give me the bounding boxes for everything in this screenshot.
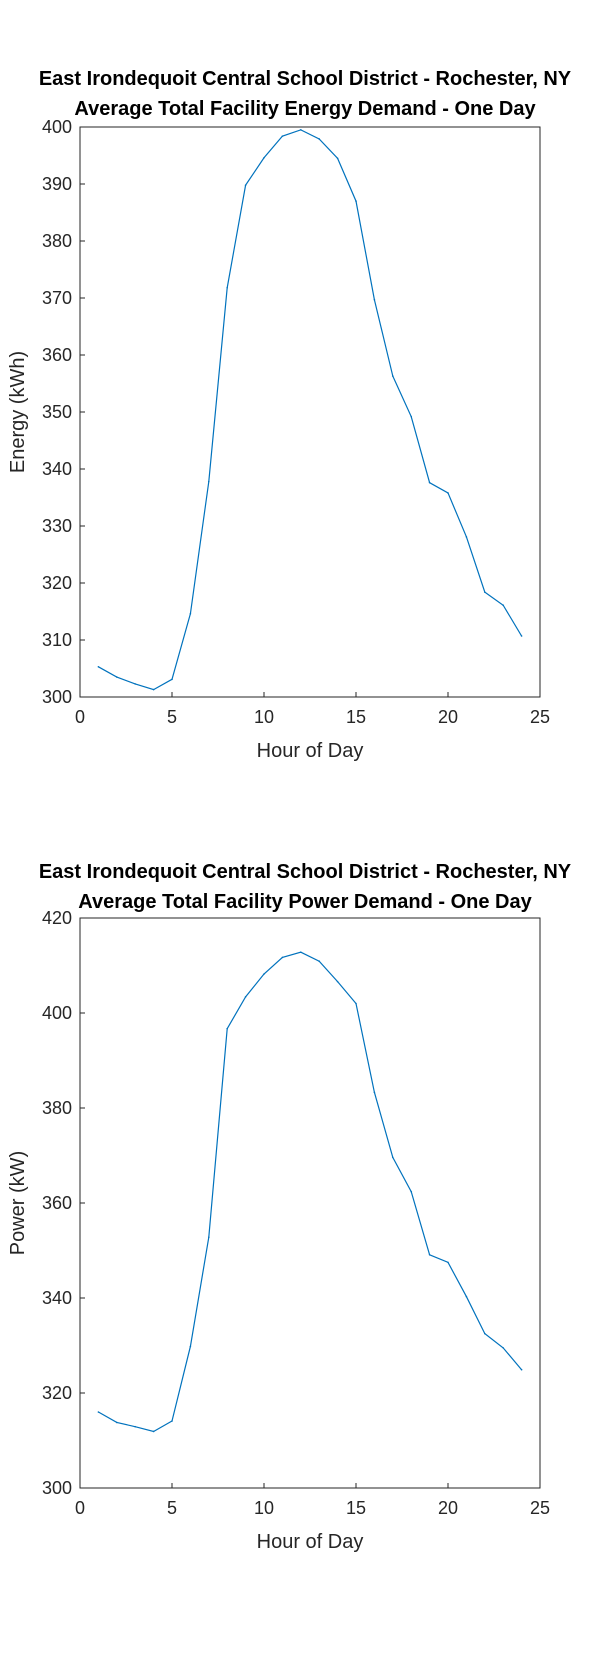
energy-data-point [520, 635, 523, 637]
energy-data-point [189, 612, 192, 615]
energy-data-point [484, 591, 486, 593]
power-x-tick-label: 0 [75, 1498, 85, 1518]
energy-data-point [300, 129, 302, 131]
energy-y-tick-label: 330 [42, 516, 72, 536]
energy-x-tick-label: 25 [530, 707, 550, 727]
energy-chart: East Irondequoit Central School District… [7, 68, 572, 762]
energy-data-point [244, 184, 247, 186]
power-y-tick-label: 360 [42, 1193, 72, 1213]
power-data-point [208, 1236, 210, 1238]
power-data-point [226, 1027, 228, 1030]
energy-data-point [226, 286, 228, 289]
power-data-point [484, 1332, 486, 1335]
energy-data-point [116, 676, 118, 678]
power-chart: East Irondequoit Central School District… [7, 861, 572, 1553]
energy-data-point [502, 604, 505, 607]
power-data-point [520, 1368, 523, 1371]
energy-data-point [428, 481, 431, 484]
energy-data-point [134, 683, 136, 685]
power-x-tick-label: 15 [346, 1498, 366, 1518]
power-data-point [465, 1295, 468, 1298]
power-y-tick-label: 400 [42, 1003, 72, 1023]
energy-data-point [336, 157, 339, 160]
energy-data-points [97, 129, 523, 691]
power-data-point [502, 1347, 505, 1349]
power-y-ticks: 300 320 340 360 380 400 420 [42, 908, 85, 1498]
power-x-axis-label: Hour of Day [257, 1531, 364, 1553]
power-x-tick-label: 20 [438, 1498, 458, 1518]
energy-data-point [152, 688, 155, 691]
energy-data-point [318, 138, 321, 140]
energy-y-axis-label: Energy (kWh) [7, 351, 29, 473]
energy-data-point [171, 678, 173, 681]
energy-y-tick-label: 360 [42, 345, 72, 365]
energy-y-tick-label: 310 [42, 630, 72, 650]
power-data-point [189, 1345, 192, 1348]
energy-series-line [98, 129, 523, 691]
energy-data-point [447, 492, 449, 494]
power-data-point [244, 996, 247, 998]
power-data-point [263, 973, 265, 975]
energy-y-tick-label: 390 [42, 174, 72, 194]
power-y-tick-label: 420 [42, 908, 72, 928]
power-data-point [281, 956, 284, 959]
energy-y-tick-label: 320 [42, 573, 72, 593]
energy-chart-title: East Irondequoit Central School District… [39, 68, 572, 90]
power-data-point [97, 1411, 100, 1413]
power-y-tick-label: 320 [42, 1383, 72, 1403]
energy-x-tick-label: 10 [254, 707, 274, 727]
energy-y-tick-label: 300 [42, 687, 72, 707]
power-data-point [373, 1091, 376, 1094]
power-data-point [447, 1261, 449, 1264]
energy-y-ticks: 300 310 320 330 340 350 360 370 380 390 400 [42, 117, 85, 707]
power-x-tick-label: 5 [167, 1498, 177, 1518]
energy-data-point [97, 665, 100, 668]
energy-plot-area [79, 126, 541, 698]
energy-x-tick-label: 5 [167, 707, 177, 727]
power-chart-subtitle: Average Total Facility Power Demand - On… [78, 891, 532, 913]
power-y-tick-label: 340 [42, 1288, 72, 1308]
energy-data-point [355, 200, 357, 202]
power-data-point [134, 1425, 136, 1428]
power-plot-area [79, 917, 541, 1489]
power-series-line [98, 951, 523, 1433]
power-data-point [410, 1190, 413, 1193]
energy-x-tick-label: 20 [438, 707, 458, 727]
power-chart-title: East Irondequoit Central School District… [39, 861, 572, 883]
energy-x-axis-label: Hour of Day [257, 740, 364, 762]
energy-x-tick-label: 0 [75, 707, 85, 727]
energy-y-tick-label: 340 [42, 459, 72, 479]
power-x-tick-label: 10 [254, 1498, 274, 1518]
energy-data-point [410, 415, 413, 418]
energy-x-ticks: 0 5 10 15 20 25 [75, 692, 550, 727]
power-data-point [152, 1430, 155, 1433]
energy-y-tick-label: 350 [42, 402, 72, 422]
energy-data-point [465, 536, 468, 538]
energy-data-point [263, 156, 265, 159]
power-data-points [97, 951, 523, 1433]
energy-y-tick-label: 400 [42, 117, 72, 137]
power-data-point [392, 1156, 394, 1159]
power-data-point [171, 1420, 173, 1422]
power-data-point [318, 960, 321, 963]
power-data-point [116, 1421, 118, 1424]
energy-data-point [373, 298, 376, 301]
power-data-point [428, 1253, 431, 1256]
power-y-tick-label: 380 [42, 1098, 72, 1118]
power-x-tick-label: 25 [530, 1498, 550, 1518]
energy-y-tick-label: 380 [42, 231, 72, 251]
energy-chart-subtitle: Average Total Facility Energy Demand - O… [74, 98, 536, 120]
energy-y-tick-label: 370 [42, 288, 72, 308]
power-x-ticks: 0 5 10 15 20 25 [75, 1483, 550, 1518]
power-data-point [300, 951, 302, 953]
energy-data-point [208, 480, 210, 483]
energy-x-tick-label: 15 [346, 707, 366, 727]
power-y-axis-label: Power (kW) [7, 1151, 29, 1255]
power-y-tick-label: 300 [42, 1478, 72, 1498]
energy-data-point [281, 135, 284, 137]
power-data-point [336, 980, 339, 983]
power-data-point [355, 1002, 357, 1005]
energy-data-point [392, 375, 394, 377]
